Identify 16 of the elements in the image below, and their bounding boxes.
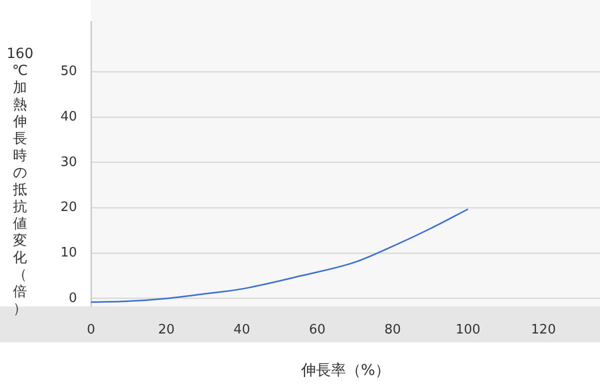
x-tick-label: 40 <box>234 322 250 338</box>
x-tick-label: 60 <box>308 322 326 338</box>
x-tick-label: 80 <box>384 322 401 338</box>
y-tick-label: 40 <box>60 109 77 124</box>
y-tick-label: 0 <box>68 290 77 306</box>
x-tick-label: 0 <box>86 322 96 338</box>
y-tick-label: 50 <box>60 64 77 80</box>
x-tick-label: 100 <box>456 322 480 338</box>
y-tick-label: 30 <box>60 154 77 170</box>
line-series <box>91 208 469 303</box>
y-tick-label: 20 <box>60 200 77 216</box>
x-axis-title: 伸長率（%） <box>300 360 390 379</box>
text: 160℃加熱伸長時の抵抗値変化（倍） <box>6 46 34 317</box>
x-tick-label: 20 <box>158 322 175 338</box>
x-tick-label: 120 <box>531 322 556 338</box>
y-tick-label: 10 <box>60 245 77 260</box>
